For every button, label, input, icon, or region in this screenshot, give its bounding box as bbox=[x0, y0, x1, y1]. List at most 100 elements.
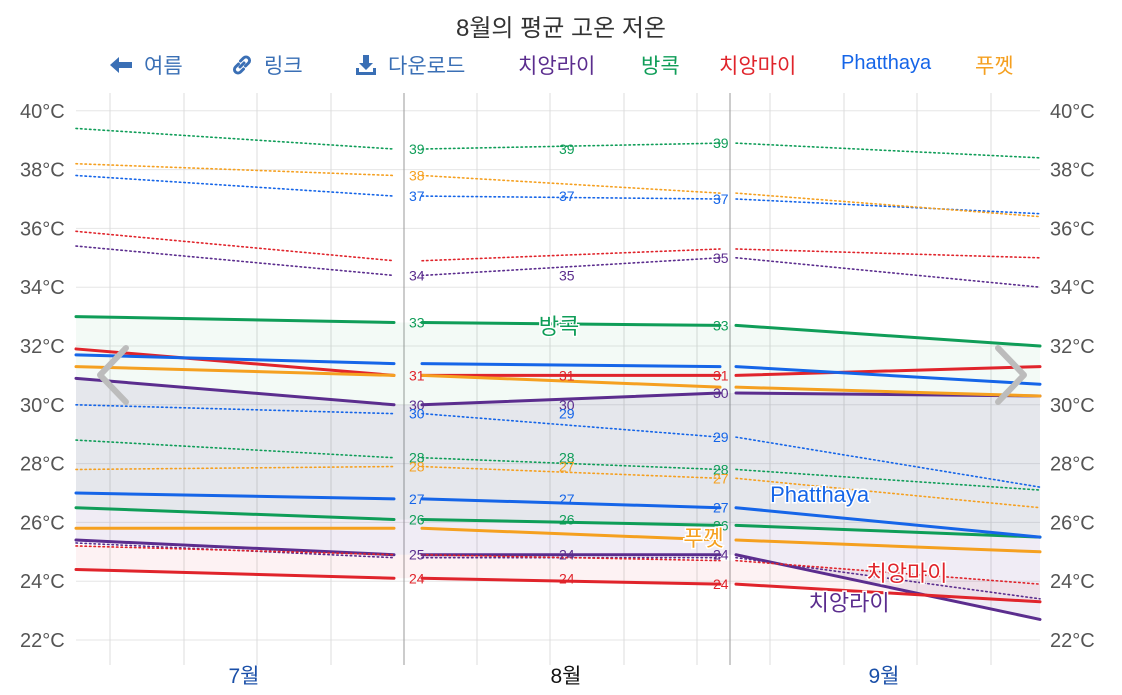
x-month-label: 8월 bbox=[551, 665, 582, 688]
y-tick-label-left: 32°C bbox=[20, 336, 65, 358]
line-pattaya-high bbox=[734, 365, 1042, 386]
data-label-bangkok: 33 bbox=[713, 317, 729, 333]
legend-label-phuket: 푸껫 bbox=[975, 55, 1014, 78]
data-label-pattaya: 30 bbox=[409, 406, 425, 422]
download-icon bbox=[356, 55, 376, 75]
data-label-pattaya: 27 bbox=[409, 491, 425, 507]
link-button[interactable]: 링크 bbox=[230, 50, 303, 80]
y-tick-label-left: 26°C bbox=[20, 512, 65, 534]
y-tick-label-right: 30°C bbox=[1050, 395, 1095, 417]
data-label-chiang_rai: 35 bbox=[713, 250, 729, 266]
line-pattaya-high_p90 bbox=[421, 195, 721, 200]
line-bangkok-high_p90 bbox=[735, 142, 1041, 159]
data-label-pattaya: 37 bbox=[559, 188, 575, 204]
data-label-pattaya: 37 bbox=[409, 188, 425, 204]
summer-button[interactable]: 여름 bbox=[108, 50, 183, 80]
legend-item-chiang-rai[interactable]: 치앙라이 bbox=[518, 50, 595, 80]
line-chiang_mai-high_p90 bbox=[421, 248, 721, 262]
data-label-chiang_mai: 31 bbox=[559, 367, 575, 383]
data-label-chiang_mai: 31 bbox=[409, 367, 425, 383]
y-tick-label-right: 26°C bbox=[1050, 512, 1095, 534]
line-bangkok-low bbox=[74, 506, 396, 521]
legend-label-chiang-mai: 치앙마이 bbox=[719, 55, 797, 78]
line-chiang_rai-high bbox=[74, 376, 396, 407]
line-phuket-high_p90 bbox=[421, 174, 721, 194]
chart-toolbar: 여름 링크 다운로드 치앙라이 방콕 치앙마이 Phatthaya 푸껫 bbox=[0, 48, 1122, 80]
download-button[interactable]: 다운로드 bbox=[354, 50, 465, 80]
data-label-pattaya: 37 bbox=[713, 191, 729, 207]
line-chiang_mai-high bbox=[74, 347, 396, 377]
line-pattaya-high bbox=[74, 353, 396, 366]
line-pattaya-low bbox=[74, 491, 396, 501]
data-label-chiang_rai: 25 bbox=[409, 547, 425, 563]
line-bangkok-low bbox=[420, 517, 722, 527]
line-phuket-low_p10 bbox=[735, 477, 1041, 509]
legend-label-chiang-rai: 치앙라이 bbox=[518, 55, 596, 78]
line-chiang_rai-high_p90 bbox=[421, 257, 721, 277]
legend-item-chiang-mai[interactable]: 치앙마이 bbox=[719, 50, 796, 80]
data-label-bangkok: 33 bbox=[559, 314, 575, 330]
y-tick-label-left: 28°C bbox=[20, 454, 65, 476]
line-chiang_mai-low bbox=[420, 576, 722, 586]
line-phuket-low bbox=[420, 526, 722, 542]
line-chiang_mai-low bbox=[734, 582, 1042, 604]
line-bangkok-high bbox=[734, 323, 1042, 348]
legend-item-bangkok[interactable]: 방콕 bbox=[641, 50, 680, 80]
line-chiang_mai-low_p10 bbox=[75, 545, 395, 556]
y-tick-label-right: 34°C bbox=[1050, 277, 1095, 299]
line-bangkok-low_p10 bbox=[75, 439, 395, 459]
data-label-pattaya: 27 bbox=[713, 500, 729, 516]
data-label-bangkok: 28 bbox=[409, 450, 425, 466]
line-bangkok-high bbox=[420, 320, 722, 327]
series-annotation-chiang_mai: 치앙마이 bbox=[866, 561, 947, 586]
data-label-chiang_mai: 24 bbox=[559, 570, 575, 586]
band-chiang_mai bbox=[76, 545, 1040, 602]
line-pattaya-high_p90 bbox=[75, 174, 395, 197]
data-label-bangkok: 26 bbox=[559, 511, 575, 527]
data-label-bangkok: 39 bbox=[713, 135, 729, 151]
data-label-bangkok: 26 bbox=[713, 517, 729, 533]
data-labels: 30 25 34 30 24 35 30 24 35 33 26 39 28 33 26 39 28 33 26 39… bbox=[409, 135, 949, 617]
legend-item-pattaya[interactable]: Phatthaya bbox=[841, 52, 931, 75]
data-label-bangkok: 28 bbox=[713, 461, 729, 477]
line-chiang_mai-low bbox=[74, 567, 396, 580]
line-phuket-low_p10 bbox=[421, 465, 721, 480]
link-button-label: 링크 bbox=[264, 55, 303, 78]
data-label-bangkok: 26 bbox=[409, 511, 425, 527]
data-label-phuket: 38 bbox=[409, 167, 425, 183]
line-chiang_rai-low bbox=[734, 553, 1042, 621]
legend-label-bangkok: 방콕 bbox=[641, 55, 680, 78]
chart-title: 8월의 평균 고온 저온 bbox=[456, 15, 666, 42]
summer-button-label: 여름 bbox=[144, 55, 183, 78]
y-tick-label-left: 24°C bbox=[20, 571, 65, 593]
line-bangkok-high bbox=[74, 315, 396, 324]
y-tick-label-right: 22°C bbox=[1050, 630, 1095, 652]
data-label-chiang_rai: 30 bbox=[713, 385, 729, 401]
data-label-chiang_rai: 30 bbox=[409, 397, 425, 413]
line-chiang_mai-high_p90 bbox=[75, 230, 395, 262]
line-phuket-high bbox=[734, 385, 1042, 398]
next-month-arrow[interactable] bbox=[995, 345, 1027, 405]
y-tick-label-right: 28°C bbox=[1050, 454, 1095, 476]
line-chiang_rai-high_p90 bbox=[75, 245, 395, 277]
data-label-pattaya: 27 bbox=[559, 491, 575, 507]
data-label-bangkok: 28 bbox=[559, 450, 575, 466]
x-month-label: 9월 bbox=[869, 665, 900, 688]
y-tick-label-left: 22°C bbox=[20, 630, 65, 652]
previous-month-arrow[interactable] bbox=[97, 345, 129, 405]
data-label-phuket: 27 bbox=[559, 459, 575, 475]
line-bangkok-low_p10 bbox=[735, 468, 1041, 491]
y-tick-label-left: 36°C bbox=[20, 218, 65, 240]
legend-item-phuket[interactable]: 푸껫 bbox=[975, 50, 1014, 80]
line-pattaya-low bbox=[420, 497, 722, 510]
y-tick-label-right: 40°C bbox=[1050, 101, 1095, 123]
y-tick-label-right: 36°C bbox=[1050, 218, 1095, 240]
data-label-pattaya: 29 bbox=[713, 429, 729, 445]
data-label-bangkok: 33 bbox=[409, 314, 425, 330]
data-label-chiang_rai: 24 bbox=[559, 547, 575, 563]
x-month-label: 7월 bbox=[229, 665, 260, 688]
data-label-phuket: 28 bbox=[409, 459, 425, 475]
data-label-bangkok: 39 bbox=[409, 141, 425, 157]
line-chiang_mai-low_p10 bbox=[421, 553, 721, 562]
arrow-left-icon bbox=[110, 57, 132, 73]
